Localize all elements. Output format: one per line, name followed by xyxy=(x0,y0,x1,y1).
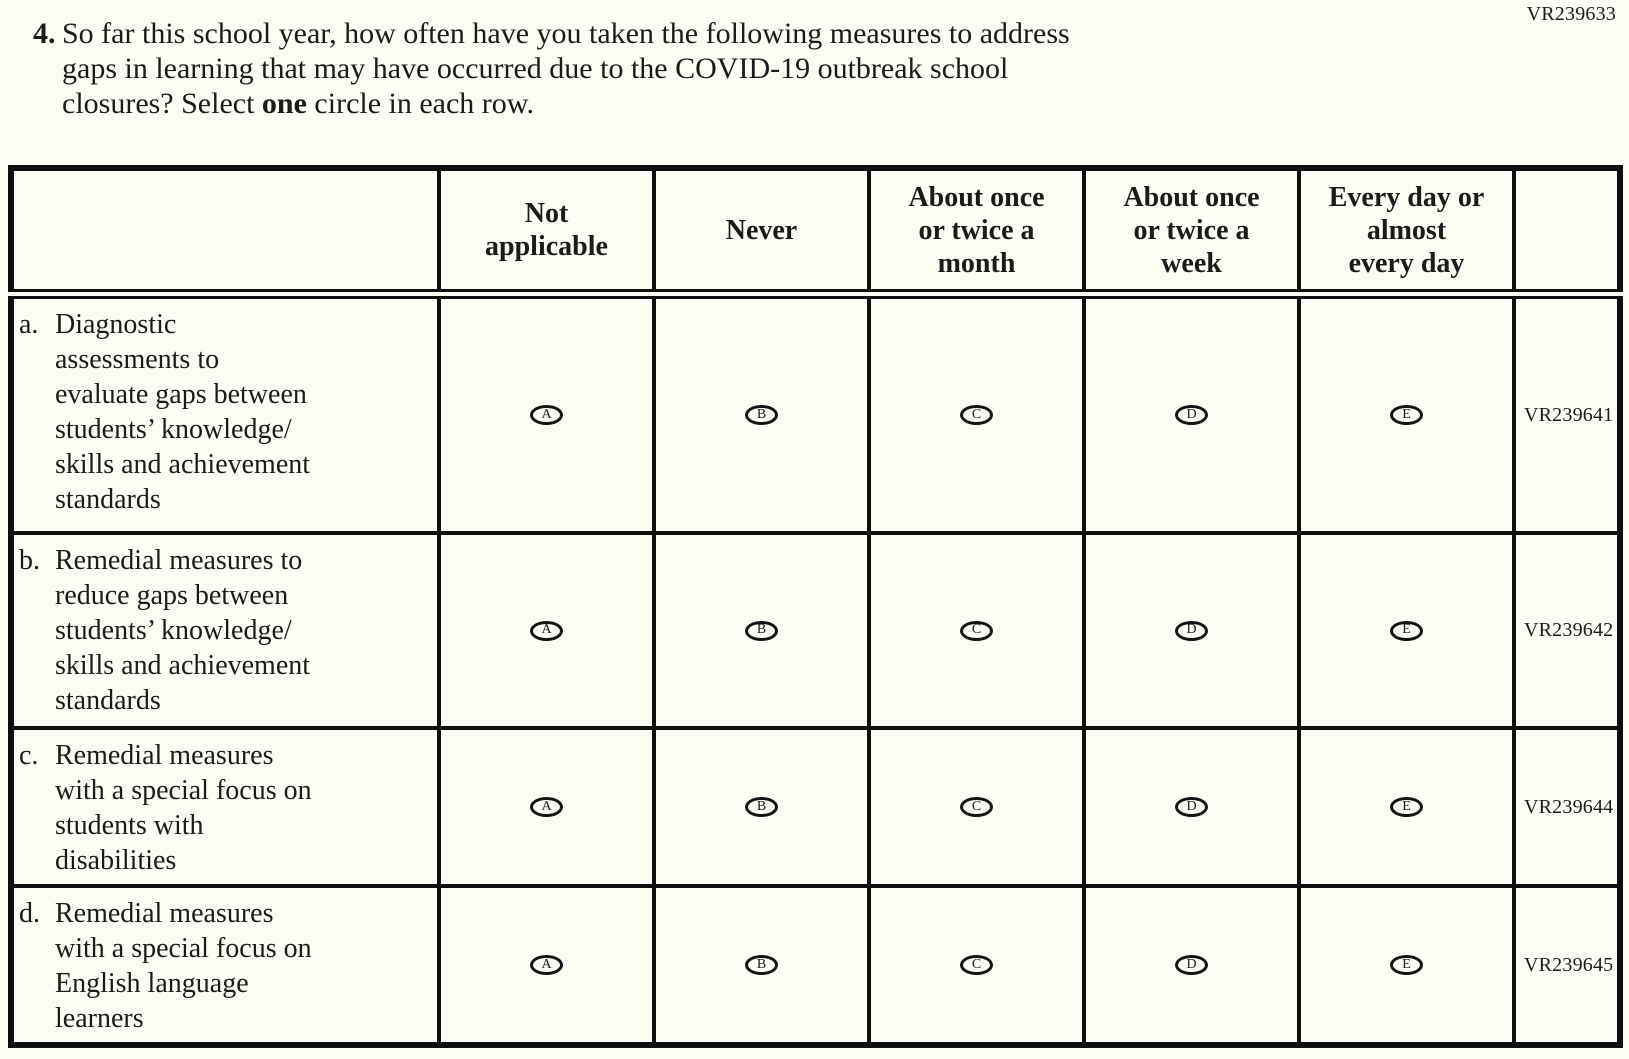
row-a-bubble-A[interactable]: A xyxy=(530,405,563,426)
table-row-a: a. Diagnostic assessments to evaluate ga… xyxy=(9,292,1622,535)
row-c-bubble-A[interactable]: A xyxy=(530,797,563,818)
row-b-cell-not-applicable: A xyxy=(437,531,656,730)
question-number: 4. xyxy=(33,17,56,50)
row-a-label-cell: a. Diagnostic assessments to evaluate ga… xyxy=(9,292,441,535)
row-b-bubble-D[interactable]: D xyxy=(1175,620,1208,641)
row-a-letter: a. xyxy=(19,309,39,340)
row-a-cell-not-applicable: A xyxy=(437,292,656,535)
row-d-cell-every-day: E xyxy=(1297,884,1516,1047)
question-line-1: So far this school year, how often have … xyxy=(62,17,1070,50)
column-header-every-day: Every day or almost every day xyxy=(1297,166,1516,299)
question-line-3-bold: one xyxy=(261,87,307,120)
row-b-label-cell: b. Remedial measures to reduce gaps betw… xyxy=(9,531,441,730)
table-row-b: b. Remedial measures to reduce gaps betw… xyxy=(9,531,1622,730)
row-d-bubble-C[interactable]: C xyxy=(960,955,993,976)
row-d-letter: d. xyxy=(19,898,40,929)
row-c-bubble-B[interactable]: B xyxy=(745,797,778,818)
response-matrix-table: Not applicable Never About once or twice… xyxy=(8,165,1623,1048)
row-b-bubble-E[interactable]: E xyxy=(1390,620,1423,641)
row-b-cell-never: B xyxy=(652,531,871,730)
code-column-header-cell xyxy=(1512,166,1622,299)
table-row-d: d. Remedial measures with a special focu… xyxy=(9,884,1622,1047)
row-a-cell-every-day: E xyxy=(1297,292,1516,535)
column-header-never: Never xyxy=(652,166,871,299)
row-a-cell-once-twice-month: C xyxy=(867,292,1086,535)
row-b-cell-every-day: E xyxy=(1297,531,1516,730)
row-a-bubble-E[interactable]: E xyxy=(1390,405,1423,426)
row-a-bubble-C[interactable]: C xyxy=(960,405,993,426)
row-b-cell-once-twice-month: C xyxy=(867,531,1086,730)
row-d-label-cell: d. Remedial measures with a special focu… xyxy=(9,884,441,1047)
corner-header-cell xyxy=(9,166,441,299)
row-c-label: Remedial measures with a special focus o… xyxy=(55,740,312,876)
column-header-not-applicable: Not applicable xyxy=(437,166,656,299)
row-d-item-code: VR239645 xyxy=(1512,884,1622,1047)
row-d-cell-not-applicable: A xyxy=(437,884,656,1047)
table-row-c: c. Remedial measures with a special focu… xyxy=(9,726,1622,888)
row-d-cell-once-twice-month: C xyxy=(867,884,1086,1047)
question-line-3-pre: closures? Select xyxy=(62,87,262,120)
question-text: So far this school year, how often have … xyxy=(62,16,1070,121)
row-c-bubble-C[interactable]: C xyxy=(960,797,993,818)
row-d-bubble-E[interactable]: E xyxy=(1390,955,1423,976)
header-row: Not applicable Never About once or twice… xyxy=(9,166,1622,299)
question-line-2: gaps in learning that may have occurred … xyxy=(62,52,1009,85)
column-header-once-twice-month: About once or twice a month xyxy=(867,166,1086,299)
row-a-label: Diagnostic assessments to evaluate gaps … xyxy=(55,309,311,515)
row-d-bubble-A[interactable]: A xyxy=(530,955,563,976)
row-c-label-cell: c. Remedial measures with a special focu… xyxy=(9,726,441,888)
row-d-cell-never: B xyxy=(652,884,871,1047)
row-b-bubble-A[interactable]: A xyxy=(530,620,563,641)
column-header-once-twice-week: About once or twice a week xyxy=(1082,166,1301,299)
row-c-cell-once-twice-month: C xyxy=(867,726,1086,888)
question-line-3-post: circle in each row. xyxy=(306,87,535,120)
row-c-item-code: VR239644 xyxy=(1512,726,1622,888)
row-b-bubble-C[interactable]: C xyxy=(960,620,993,641)
question-line-3: closures? Select one circle in each row. xyxy=(62,86,1070,121)
page-form-code: VR239633 xyxy=(1526,3,1616,25)
row-c-cell-every-day: E xyxy=(1297,726,1516,888)
row-b-cell-once-twice-week: D xyxy=(1082,531,1301,730)
row-b-letter: b. xyxy=(19,545,40,576)
row-b-item-code: VR239642 xyxy=(1512,531,1622,730)
row-d-label: Remedial measures with a special focus o… xyxy=(55,898,312,1034)
row-c-bubble-D[interactable]: D xyxy=(1175,797,1208,818)
row-c-cell-never: B xyxy=(652,726,871,888)
row-d-bubble-D[interactable]: D xyxy=(1175,955,1208,976)
row-a-bubble-D[interactable]: D xyxy=(1175,405,1208,426)
row-c-letter: c. xyxy=(19,740,39,771)
row-c-bubble-E[interactable]: E xyxy=(1390,797,1423,818)
row-a-cell-once-twice-week: D xyxy=(1082,292,1301,535)
row-d-cell-once-twice-week: D xyxy=(1082,884,1301,1047)
row-a-item-code: VR239641 xyxy=(1512,292,1622,535)
row-a-cell-never: B xyxy=(652,292,871,535)
row-d-bubble-B[interactable]: B xyxy=(745,955,778,976)
row-b-bubble-B[interactable]: B xyxy=(745,620,778,641)
row-b-label: Remedial measures to reduce gaps between… xyxy=(55,545,311,716)
question-block: 4. So far this school year, how often ha… xyxy=(33,16,1070,121)
row-c-cell-not-applicable: A xyxy=(437,726,656,888)
row-c-cell-once-twice-week: D xyxy=(1082,726,1301,888)
row-a-bubble-B[interactable]: B xyxy=(745,405,778,426)
